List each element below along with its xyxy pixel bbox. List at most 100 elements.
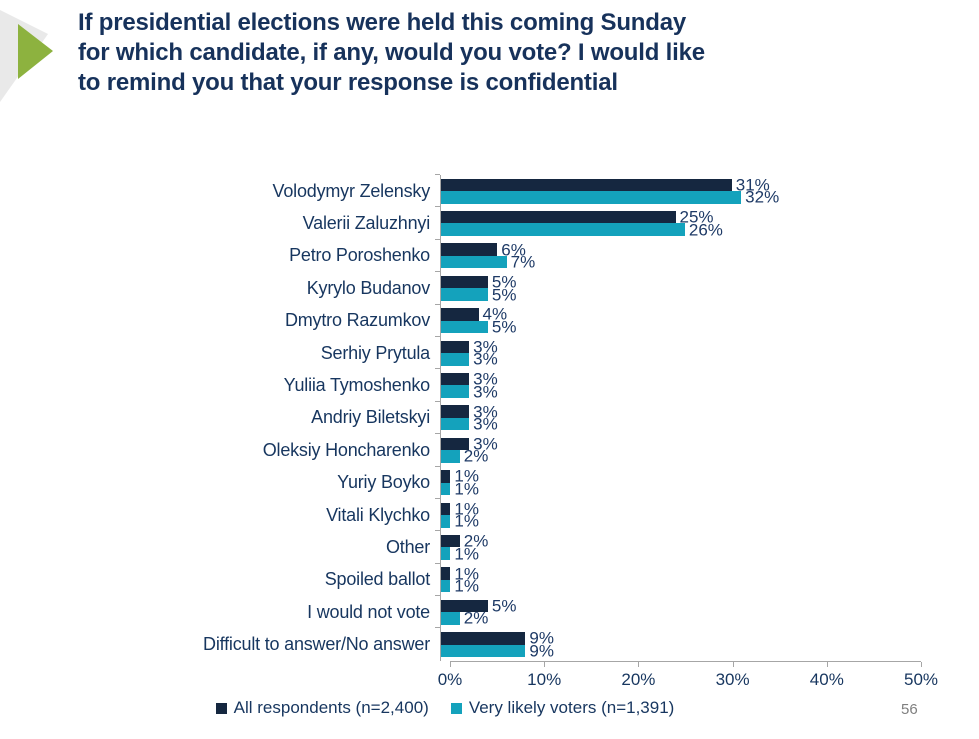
category-label: Kyrylo Budanov	[306, 277, 430, 298]
value-label: 3%	[473, 337, 498, 357]
x-tick-label: 20%	[621, 669, 656, 689]
bar-all-respondents	[441, 372, 470, 386]
row-plot: 3% 2%	[435, 433, 910, 467]
x-tick-label: 40%	[809, 669, 844, 689]
chart-row: I would not vote 5% 2%	[10, 595, 920, 629]
chart-row: Vitali Klychko 1% 1%	[10, 497, 920, 532]
chart-row: Dmytro Razumkov 4% 5%	[10, 303, 920, 337]
bar-very-likely-voters	[441, 385, 470, 398]
chart-row: Volodymyr Zelensky 31% 32%	[10, 173, 920, 208]
chart-row: Serhiy Prytula 3% 3%	[10, 335, 920, 370]
category-label: Yuriy Boyko	[337, 472, 430, 493]
value-label: 3%	[473, 382, 498, 402]
arrow-green-icon	[18, 24, 53, 79]
category-label: Difficult to answer/No answer	[203, 634, 430, 655]
legend-label: Very likely voters (n=1,391)	[468, 698, 675, 717]
value-label: 2%	[463, 446, 489, 466]
bar-very-likely-voters	[441, 255, 507, 269]
arrow-decoration-icon	[0, 10, 53, 102]
value-label: 9%	[529, 641, 554, 661]
chart-row: Yuliia Tymoshenko 3% 3%	[10, 368, 920, 402]
row-plot: 2% 1%	[435, 530, 910, 564]
value-label: 1%	[454, 511, 479, 531]
bar-all-respondents	[441, 308, 479, 321]
chart-row: Petro Poroshenko 6% 7%	[10, 238, 920, 273]
legend-item-all-respondents: All respondents (n=2,400)	[215, 698, 429, 718]
bar-very-likely-voters	[441, 644, 526, 658]
chart-row: Valerii Zaluzhnyi 25% 26%	[10, 206, 920, 240]
category-label: Spoiled ballot	[324, 569, 430, 590]
value-label: 3%	[473, 414, 498, 434]
category-label: Oleksiy Honcharenko	[262, 439, 430, 460]
slide-title: If presidential elections were held this…	[78, 9, 705, 96]
value-label: 5%	[491, 317, 517, 337]
bar-all-respondents	[441, 502, 451, 515]
value-label: 26%	[688, 220, 723, 240]
page-number: 56	[901, 701, 918, 718]
bar-all-respondents	[441, 437, 470, 451]
bar-all-respondents	[441, 599, 488, 613]
x-tick	[826, 661, 828, 667]
bar-very-likely-voters	[441, 579, 451, 593]
value-label: 9%	[529, 628, 554, 648]
bar-all-respondents	[441, 470, 451, 483]
bar-very-likely-voters	[441, 353, 470, 366]
bar-all-respondents	[441, 243, 498, 256]
value-label: 25%	[679, 207, 714, 227]
category-label: Andriy Biletskyi	[311, 407, 430, 428]
chart-row: Yuriy Boyko 1% 1%	[10, 465, 920, 499]
value-label: 1%	[454, 499, 479, 519]
row-plot: 3% 3%	[435, 368, 910, 402]
x-tick	[450, 661, 451, 667]
chart-row: Andriy Biletskyi 3% 3%	[10, 400, 920, 435]
row-plot: 31% 32%	[435, 173, 910, 208]
x-tick-label: 10%	[527, 669, 562, 689]
value-label: 3%	[473, 402, 498, 422]
value-label: 31%	[735, 175, 770, 195]
value-label: 1%	[454, 576, 479, 596]
category-label: Other	[385, 536, 430, 557]
chart-row: Difficult to answer/No answer 9% 9%	[10, 627, 920, 661]
row-plot: 5% 2%	[435, 595, 910, 629]
bar-very-likely-voters	[441, 450, 460, 463]
x-tick	[921, 661, 922, 667]
value-label: 1%	[454, 564, 479, 584]
value-label: 5%	[491, 272, 517, 292]
bar-all-respondents	[441, 632, 526, 645]
legend: All respondents (n=2,400) Very likely vot…	[0, 698, 890, 718]
x-tick-label: 30%	[715, 669, 750, 689]
category-label: Petro Poroshenko	[289, 245, 430, 266]
value-label: 2%	[463, 531, 489, 551]
category-label: Serhiy Prytula	[320, 342, 430, 363]
legend-swatch-icon	[450, 702, 462, 714]
bar-all-respondents	[441, 340, 470, 354]
bar-all-respondents	[441, 178, 732, 192]
row-plot: 1% 1%	[435, 562, 910, 597]
category-label: Volodymyr Zelensky	[272, 180, 431, 201]
bar-chart: Volodymyr Zelensky 31% 32% Valerii Zaluzhny…	[10, 173, 970, 695]
bar-very-likely-voters	[441, 191, 742, 204]
x-tick	[544, 661, 546, 667]
row-plot: 6% 7%	[435, 238, 910, 273]
x-tick-label: 0%	[437, 669, 463, 689]
value-label: 1%	[454, 466, 479, 486]
value-label: 2%	[463, 608, 489, 628]
row-plot: 9% 9%	[435, 627, 910, 661]
value-label: 5%	[491, 285, 517, 305]
bar-very-likely-voters	[441, 223, 685, 236]
row-plot: 4% 5%	[435, 303, 910, 337]
value-label: 3%	[473, 349, 498, 369]
x-axis: 0% 10% 20% 30% 40% 50%	[438, 660, 938, 695]
category-label: I would not vote	[307, 601, 430, 622]
slide-bullet-arrow	[0, 0, 70, 115]
chart-rows: Volodymyr Zelensky 31% 32% Valerii Zaluzhny…	[10, 173, 920, 661]
value-label: 32%	[745, 187, 780, 207]
value-label: 5%	[491, 596, 517, 616]
chart-row: Kyrylo Budanov 5% 5%	[10, 271, 920, 305]
value-label: 4%	[482, 304, 508, 324]
bar-all-respondents	[441, 275, 488, 289]
category-label: Valerii Zaluzhnyi	[302, 213, 431, 234]
value-label: 3%	[473, 369, 498, 389]
x-tick	[638, 661, 640, 667]
chart-row: Oleksiy Honcharenko 3% 2%	[10, 433, 920, 467]
